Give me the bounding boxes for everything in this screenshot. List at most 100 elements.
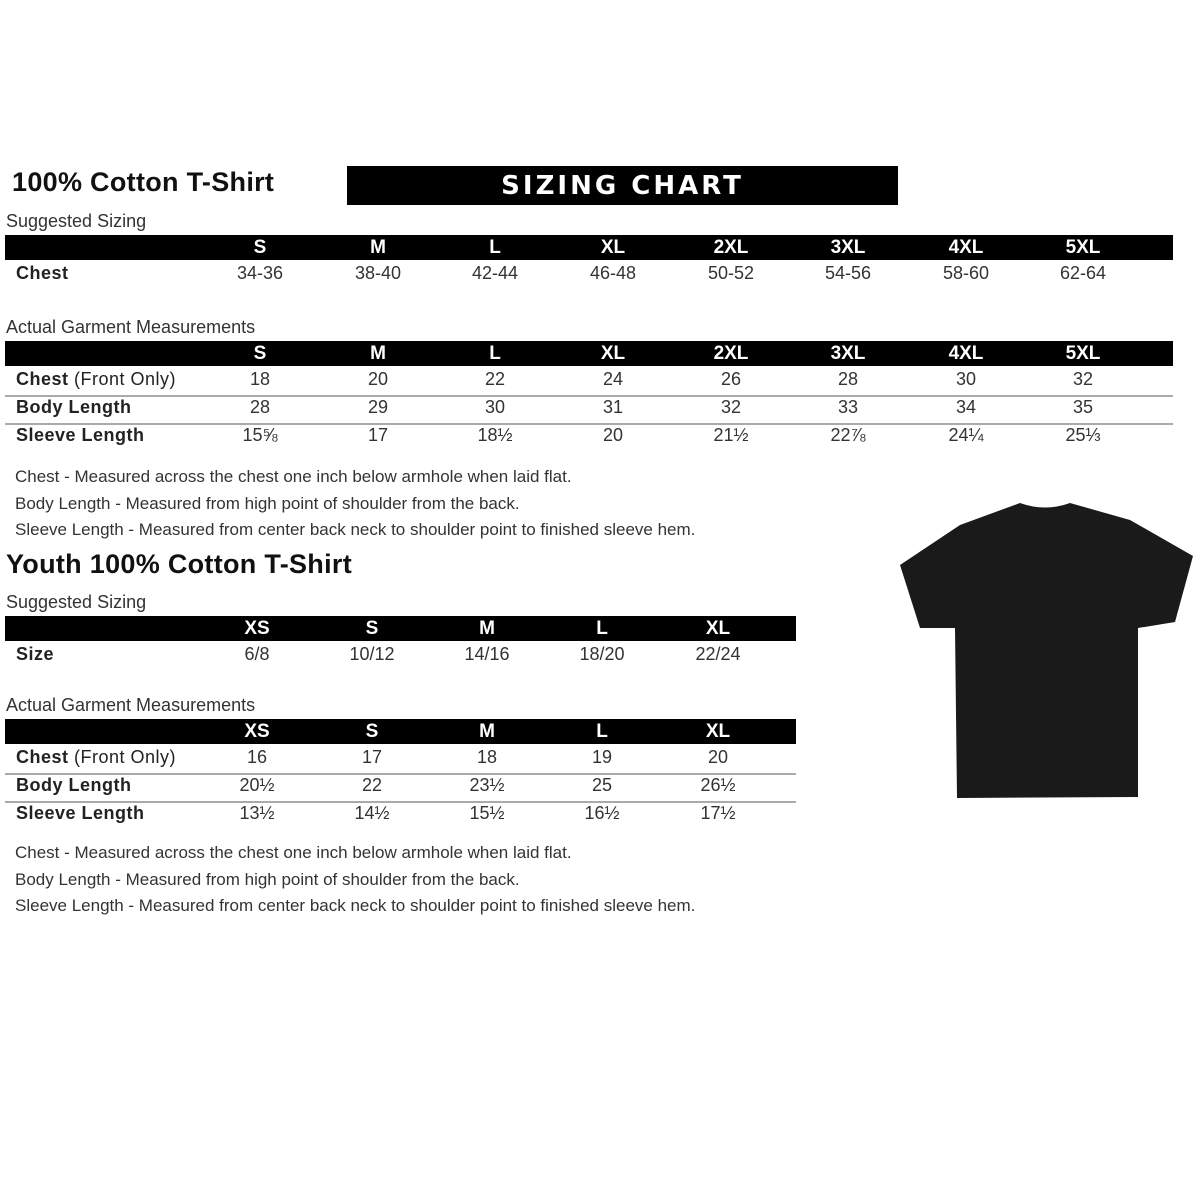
table-cell: 24: [602, 369, 624, 389]
row-label: Chest (Front Only): [16, 369, 176, 390]
table-cell: 19: [591, 747, 613, 767]
row-label-text: Chest: [16, 747, 69, 767]
row-label: Chest (Front Only): [16, 747, 176, 768]
table-cell: 58-60: [942, 263, 990, 283]
table-cell: 14½: [354, 803, 390, 823]
table-cell: 42-44: [471, 263, 519, 283]
table-row: Body Length 20½ 22 23½ 25 26½: [5, 773, 796, 803]
table-row: Body Length 28 29 30 31 32 33 34 35: [5, 395, 1173, 425]
sizing-chart-banner: SIZING CHART: [347, 166, 898, 205]
row-label-text: Size: [16, 644, 55, 664]
size-header-xl: XL: [705, 618, 731, 639]
row-label-extra: (Front Only): [68, 747, 177, 767]
table-cell: 16½: [584, 803, 620, 823]
table-row: Size 6/8 10/12 14/16 18/20 22/24: [5, 642, 796, 670]
size-header-3xl: 3XL: [830, 343, 866, 364]
size-header-m: M: [479, 721, 495, 742]
table-cell: 15½: [469, 803, 505, 823]
adult-measure-label: Actual Garment Measurements: [6, 317, 256, 337]
size-header-bar: S M L XL 2XL 3XL 4XL 5XL: [5, 235, 1173, 260]
size-header-s: S: [365, 721, 379, 742]
note-line: Body Length - Measured from high point o…: [15, 493, 520, 513]
table-cell: 13½: [239, 803, 275, 823]
table-cell: 14/16: [464, 644, 510, 664]
table-cell: 33: [837, 397, 859, 417]
row-label-text: Sleeve Length: [16, 803, 145, 823]
table-cell: 62-64: [1059, 263, 1107, 283]
table-cell: 23½: [469, 775, 505, 795]
size-header-4xl: 4XL: [948, 343, 984, 364]
size-header-m: M: [479, 618, 495, 639]
table-cell: 26: [720, 369, 742, 389]
size-header-l: L: [489, 237, 501, 258]
table-cell: 26½: [700, 775, 736, 795]
note-line: Chest - Measured across the chest one in…: [15, 467, 572, 486]
row-label-text: Body Length: [16, 775, 132, 795]
table-cell: 34: [955, 397, 977, 417]
table-cell: 20: [707, 747, 729, 767]
table-cell: 10/12: [349, 644, 395, 664]
table-row: Chest (Front Only) 18 20 22 24 26 28 30 32: [5, 367, 1173, 397]
row-label-text: Chest: [16, 263, 69, 283]
youth-title: Youth 100% Cotton T-Shirt: [6, 549, 352, 579]
table-cell: 31: [602, 397, 624, 417]
row-label: Size: [16, 644, 54, 665]
size-header-bar: S M L XL 2XL 3XL 4XL 5XL: [5, 341, 1173, 366]
row-label-extra: (Front Only): [68, 369, 177, 389]
size-header-l: L: [596, 618, 608, 639]
table-cell: 22: [484, 369, 506, 389]
table-cell: 25: [591, 775, 613, 795]
note-line: Sleeve Length - Measured from center bac…: [15, 520, 696, 539]
size-header-2xl: 2XL: [713, 343, 749, 364]
row-label: Sleeve Length: [16, 425, 145, 446]
youth-suggested-label: Suggested Sizing: [6, 592, 147, 612]
size-header-5xl: 5XL: [1065, 343, 1101, 364]
size-header-l: L: [489, 343, 501, 364]
table-cell: 20: [602, 425, 624, 445]
table-cell: 24¼: [948, 425, 984, 445]
table-cell: 50-52: [707, 263, 755, 283]
table-cell: 17½: [700, 803, 736, 823]
size-header-xl: XL: [600, 237, 626, 258]
table-cell: 20½: [239, 775, 275, 795]
table-cell: 22/24: [695, 644, 741, 664]
table-cell: 35: [1072, 397, 1094, 417]
table-row: Chest (Front Only) 16 17 18 19 20: [5, 745, 796, 775]
table-cell: 21½: [713, 425, 749, 445]
size-header-4xl: 4XL: [948, 237, 984, 258]
table-cell: 17: [361, 747, 383, 767]
size-header-m: M: [370, 343, 386, 364]
table-cell: 32: [720, 397, 742, 417]
size-header-xl: XL: [705, 721, 731, 742]
row-label: Body Length: [16, 397, 132, 418]
table-cell: 22: [361, 775, 383, 795]
row-label-text: Sleeve Length: [16, 425, 145, 445]
table-cell: 18: [249, 369, 271, 389]
row-label: Chest: [16, 263, 69, 284]
size-header-5xl: 5XL: [1065, 237, 1101, 258]
table-cell: 15⅝: [242, 425, 278, 445]
table-cell: 18: [476, 747, 498, 767]
note-line: Sleeve Length - Measured from center bac…: [15, 896, 696, 915]
size-header-s: S: [365, 618, 379, 639]
size-header-xl: XL: [600, 343, 626, 364]
size-header-2xl: 2XL: [713, 237, 749, 258]
table-cell: 16: [246, 747, 268, 767]
table-cell: 28: [249, 397, 271, 417]
row-label-text: Body Length: [16, 397, 132, 417]
size-header-bar: XS S M L XL: [5, 719, 796, 744]
table-cell: 25⅓: [1065, 425, 1101, 445]
row-label: Sleeve Length: [16, 803, 145, 824]
table-cell: 30: [955, 369, 977, 389]
table-cell: 29: [367, 397, 389, 417]
size-header-l: L: [596, 721, 608, 742]
size-header-s: S: [253, 237, 267, 258]
table-cell: 46-48: [589, 263, 637, 283]
size-header-xs: XS: [244, 618, 270, 639]
size-header-s: S: [253, 343, 267, 364]
youth-measure-label: Actual Garment Measurements: [6, 695, 256, 715]
table-cell: 6/8: [244, 644, 270, 664]
table-row: Sleeve Length 13½ 14½ 15½ 16½ 17½: [5, 801, 796, 829]
row-label: Body Length: [16, 775, 132, 796]
